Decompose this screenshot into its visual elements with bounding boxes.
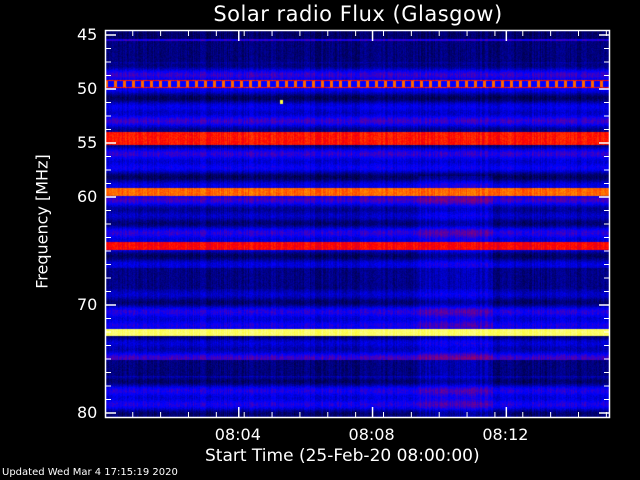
updated-timestamp: Updated Wed Mar 4 17:15:19 2020 (2, 467, 178, 478)
axes-frame (104, 29, 611, 419)
y-tick-label: 55 (77, 133, 98, 152)
x-tick-label: 08:12 (482, 425, 529, 444)
x-tick-label: 08:04 (214, 425, 261, 444)
y-tick-label: 50 (77, 79, 98, 98)
plot-area (104, 29, 611, 419)
y-tick-label: 80 (77, 403, 98, 422)
y-tick-label: 60 (77, 187, 98, 206)
x-axis-label: Start Time (25-Feb-20 08:00:00) (205, 446, 480, 466)
y-tick-label: 70 (77, 295, 98, 314)
chart-title: Solar radio Flux (Glasgow) (213, 2, 503, 26)
plot-border (104, 29, 611, 419)
y-axis-label: Frequency [MHz] (32, 154, 52, 289)
y-tick-label: 45 (77, 25, 98, 44)
spectrogram (105, 30, 610, 418)
x-tick-label: 08:08 (348, 425, 395, 444)
